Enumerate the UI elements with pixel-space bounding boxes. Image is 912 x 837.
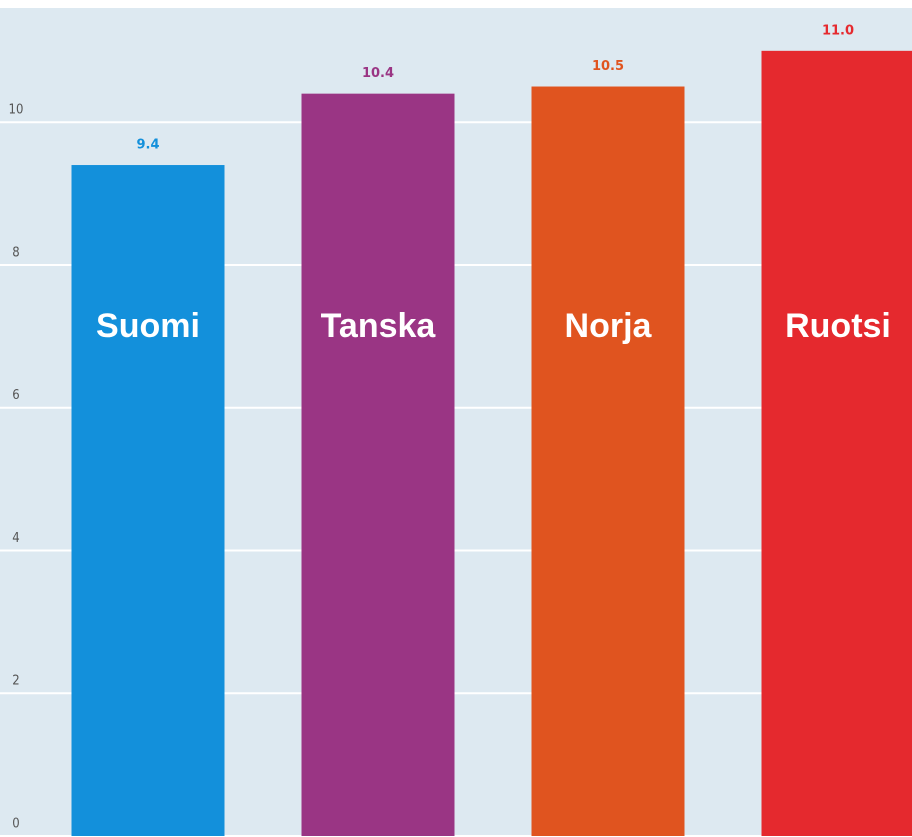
category-label: Norja [565,307,653,345]
bar [761,50,912,837]
y-tick-label: 0 [12,817,19,832]
category-label: Tanska [321,307,437,345]
value-label: 9.4 [136,138,159,153]
bar [301,93,455,837]
value-label: 11.0 [822,23,854,38]
value-label: 10.4 [362,66,394,81]
y-tick-label: 10 [9,103,24,118]
y-tick-label: 8 [12,245,19,260]
category-label: Suomi [96,307,200,345]
category-label: Ruotsi [785,307,891,345]
bar [71,165,225,836]
bar [531,86,685,837]
value-label: 10.5 [592,59,624,74]
y-tick-label: 4 [12,531,19,546]
y-tick-label: 6 [12,388,19,403]
y-tick-label: 2 [12,674,19,689]
